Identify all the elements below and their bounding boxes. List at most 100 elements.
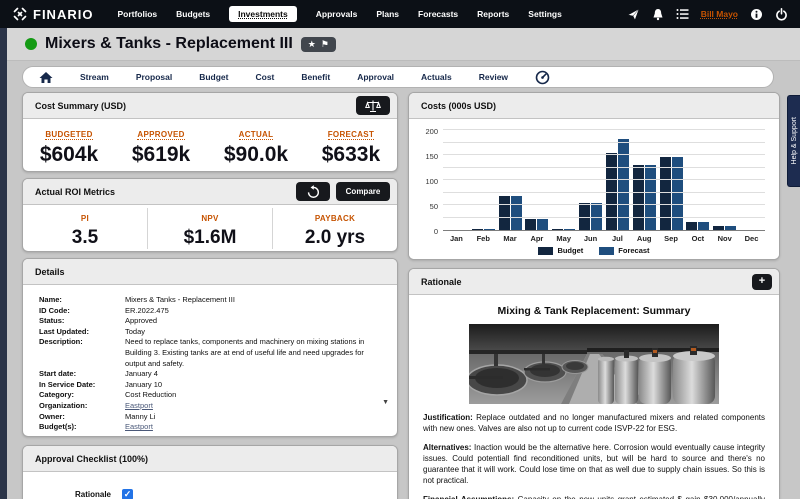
details-value-link[interactable]: Eastport <box>125 422 153 432</box>
tab-actuals[interactable]: Actuals <box>421 72 452 82</box>
chart-title: Costs (000s USD) <box>421 100 497 111</box>
bar-group-dec <box>738 131 765 230</box>
list-icon[interactable] <box>676 8 689 20</box>
scale-compare-button[interactable] <box>356 96 390 115</box>
details-panel: Details Name: Mixers & Tanks - Replacemen… <box>22 258 398 437</box>
add-button[interactable]: + <box>752 273 772 290</box>
details-header: Details <box>23 259 397 285</box>
top-nav: FINARIO Portfolios Budgets Investments Appr… <box>0 0 800 28</box>
x-tick-label: Oct <box>691 234 705 243</box>
details-row: Last Updated: Today <box>39 327 377 338</box>
nav-item-settings[interactable]: Settings <box>528 9 562 19</box>
help-support-tab[interactable]: Help & Support <box>787 95 800 187</box>
details-row: Status: Approved <box>39 316 377 327</box>
tab-stream[interactable]: Stream <box>80 72 109 82</box>
home-icon[interactable] <box>39 71 53 84</box>
nav-item-portfolios[interactable]: Portfolios <box>117 9 158 19</box>
roi-title: Actual ROI Metrics <box>35 186 116 197</box>
legend-forecast: Forecast <box>599 246 650 255</box>
details-row: Name: Mixers & Tanks - Replacement III <box>39 295 377 306</box>
checklist-body: Rationale ✓ <box>23 472 397 499</box>
roi-header: Actual ROI Metrics Compare <box>23 179 397 205</box>
budget-bar <box>659 156 671 230</box>
forecast-bar <box>698 222 710 230</box>
rationale-header: Rationale + <box>409 269 779 295</box>
user-menu[interactable]: Bill Mayo <box>700 9 738 19</box>
nav-item-approvals[interactable]: Approvals <box>315 9 358 19</box>
checklist-checkbox[interactable]: ✓ <box>122 489 134 499</box>
bell-icon[interactable] <box>652 8 664 21</box>
details-value: January 4 <box>125 369 158 379</box>
metric-value: $90.0k <box>223 142 289 166</box>
gauge-icon[interactable] <box>535 70 550 85</box>
bar-group-jul <box>604 131 631 230</box>
details-label: Status: <box>39 316 65 326</box>
cost-summary-header: Cost Summary (USD) <box>23 93 397 119</box>
x-tick-label: May <box>556 234 572 243</box>
budget-bar <box>498 196 510 230</box>
metric-label: FORECAST <box>327 129 375 140</box>
star-icon[interactable]: ★ <box>307 38 316 49</box>
tab-cost[interactable]: Cost <box>255 72 275 82</box>
tab-benefit[interactable]: Benefit <box>301 72 331 82</box>
metric-budgeted: BUDGETED $604k <box>40 124 98 167</box>
send-icon[interactable] <box>626 7 640 21</box>
history-button[interactable] <box>296 182 330 201</box>
rationale-panel: Rationale + Mixing & Tank Replacement: S… <box>408 268 780 499</box>
metric-value: $604k <box>39 142 99 166</box>
x-tick-label: Aug <box>636 234 652 243</box>
nav-item-reports[interactable]: Reports <box>477 9 510 19</box>
tab-proposal[interactable]: Proposal <box>135 72 173 82</box>
metric-label: PAYBACK <box>314 213 356 223</box>
costs-bar-chart: 0 50 100 150 200 Jan Feb Mar Apr May Jun Jul Aug Sep… <box>409 119 779 259</box>
nav-item-forecasts[interactable]: Forecasts <box>418 9 459 19</box>
nav-item-budgets[interactable]: Budgets <box>176 9 211 19</box>
flag-icon[interactable]: ⚑ <box>320 38 329 49</box>
chart-legend: Budget Forecast <box>409 246 779 255</box>
details-value: January 10 <box>125 379 163 389</box>
metric-approved: APPROVED $619k <box>132 124 190 167</box>
brand-logo[interactable]: FINARIO <box>12 6 93 22</box>
section-tabbar: Stream Proposal Budget Cost Benefit Approval A… <box>22 66 774 88</box>
forecast-bar <box>617 138 629 230</box>
info-icon[interactable] <box>750 8 763 21</box>
checklist-header: Approval Checklist (100%) <box>23 446 397 472</box>
nav-menu: Portfolios Budgets Investments Approvals Pla… <box>117 6 562 22</box>
metric-label: APPROVED <box>137 129 185 140</box>
forecast-bar <box>725 225 737 230</box>
legend-label: Budget <box>557 246 584 255</box>
cost-summary-title: Cost Summary (USD) <box>35 100 127 111</box>
y-tick-label: 50 <box>429 202 438 211</box>
gridline <box>443 179 765 180</box>
tab-budget[interactable]: Budget <box>199 72 229 82</box>
details-value: Cost Reduction <box>125 390 177 400</box>
metric-value: 2.0 yrs <box>304 226 366 248</box>
rationale-title: Rationale <box>421 276 462 287</box>
details-value: ER.2022.475 <box>125 305 169 315</box>
power-icon[interactable] <box>775 7 788 21</box>
metric-label: BUDGETED <box>45 129 93 140</box>
nav-item-investments[interactable]: Investments <box>229 6 297 22</box>
details-row: In Service Date: January 10 <box>39 380 377 391</box>
nav-item-plans[interactable]: Plans <box>376 9 399 19</box>
metric-actual: ACTUAL $90.0k <box>224 124 288 167</box>
budget-bar <box>552 229 564 230</box>
bar-group-apr <box>523 131 550 230</box>
details-value-link[interactable]: Eastport <box>125 400 153 410</box>
x-tick-label: Jun <box>583 234 598 243</box>
compare-button[interactable]: Compare <box>336 182 390 201</box>
rationale-body: Mixing & Tank Replacement: Summary <box>409 295 779 499</box>
y-tick-label: 100 <box>425 177 438 186</box>
tab-approval[interactable]: Approval <box>357 72 395 82</box>
details-label: ID Code: <box>39 305 70 315</box>
chevron-down-icon[interactable]: ▼ <box>382 399 389 406</box>
checklist-item: Rationale ✓ <box>23 472 397 499</box>
tab-review[interactable]: Review <box>478 72 509 82</box>
x-tick-label: Apr <box>530 234 544 243</box>
y-tick-label: 200 <box>425 127 438 136</box>
gridline <box>443 154 765 155</box>
budget-bar <box>713 225 725 230</box>
star-flag-pill[interactable]: ★ ⚑ <box>300 36 336 52</box>
factory-tanks-photo <box>469 324 719 404</box>
